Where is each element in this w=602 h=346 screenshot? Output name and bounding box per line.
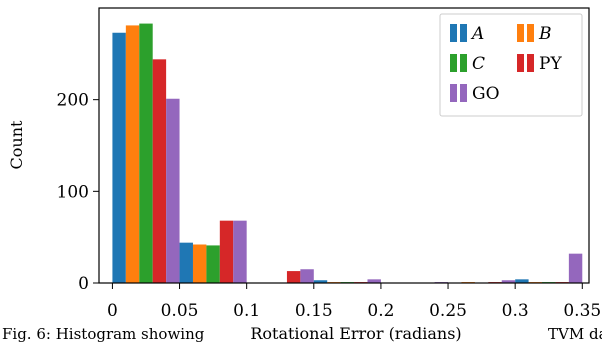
legend-swatch bbox=[450, 84, 457, 102]
bar-b-bin-0 bbox=[125, 25, 140, 284]
caption-left: Fig. 6: Histogram showing bbox=[2, 325, 205, 343]
legend-swatch bbox=[450, 54, 457, 72]
bar-go-bin-5 bbox=[501, 280, 516, 283]
xlabel-background bbox=[290, 326, 498, 346]
legend-box bbox=[439, 13, 583, 117]
bar-a-bin-6 bbox=[515, 279, 529, 283]
bar-go-bin-0 bbox=[166, 98, 180, 283]
x-tick-label: 0.15 bbox=[295, 301, 333, 321]
legend-label: GO bbox=[472, 84, 500, 104]
legend-label: PY bbox=[539, 54, 562, 74]
legend-item-a: A bbox=[450, 24, 484, 44]
legend-item-c: C bbox=[450, 54, 485, 74]
bar-a-bin-1 bbox=[179, 242, 193, 283]
bar-a-bin-0 bbox=[112, 32, 126, 283]
legend-item-py: PY bbox=[517, 54, 562, 74]
legend-swatch bbox=[517, 24, 524, 42]
x-axis: 0 0.05 0.1 0.15 0.2 0.25 0.3 0.35 bbox=[107, 283, 601, 321]
legend-label: A bbox=[470, 24, 484, 44]
y-tick-label: 100 bbox=[57, 182, 89, 202]
y-tick-label: 200 bbox=[57, 91, 89, 111]
bar-py-bin-2 bbox=[286, 271, 301, 283]
x-tick-label: 0.05 bbox=[161, 301, 199, 321]
x-tick-label: 0.35 bbox=[563, 301, 601, 321]
legend-swatch bbox=[527, 24, 534, 42]
bar-b-bin-1 bbox=[192, 244, 207, 283]
legend: A B C PY GO bbox=[439, 13, 583, 117]
x-tick-label: 0.3 bbox=[502, 301, 529, 321]
legend-item-go: GO bbox=[450, 84, 500, 104]
y-tick-label: 0 bbox=[78, 274, 89, 294]
bar-go-bin-3 bbox=[367, 279, 381, 283]
bar-go-bin-1 bbox=[233, 220, 247, 283]
legend-swatch bbox=[450, 24, 457, 42]
y-axis-label: Count bbox=[7, 120, 26, 169]
legend-item-b: B bbox=[517, 24, 552, 44]
legend-swatch bbox=[460, 84, 467, 102]
bar-py-bin-0 bbox=[152, 59, 167, 284]
legend-swatch bbox=[517, 54, 524, 72]
legend-swatch bbox=[460, 54, 467, 72]
x-tick-label: 0 bbox=[107, 301, 118, 321]
bar-py-bin-1 bbox=[219, 220, 234, 283]
bar-go-bin-6 bbox=[568, 253, 583, 283]
legend-swatch bbox=[527, 54, 534, 72]
plot-frame bbox=[98, 7, 590, 284]
x-tick-label: 0.2 bbox=[367, 301, 394, 321]
legend-label: C bbox=[472, 54, 485, 74]
y-axis: 0 100 200 bbox=[57, 91, 99, 294]
x-tick-label: 0.25 bbox=[429, 301, 467, 321]
bar-c-bin-1 bbox=[206, 245, 220, 283]
bar-a-bin-3 bbox=[313, 280, 328, 283]
bar-go-bin-2 bbox=[300, 269, 314, 283]
caption-right: TVM data bbox=[548, 325, 602, 343]
legend-swatch bbox=[460, 24, 467, 42]
x-tick-label: 0.1 bbox=[233, 301, 260, 321]
bar-c-bin-0 bbox=[139, 23, 153, 283]
x-axis-label: Rotational Error (radians) bbox=[250, 324, 461, 343]
legend-label: B bbox=[538, 24, 552, 44]
